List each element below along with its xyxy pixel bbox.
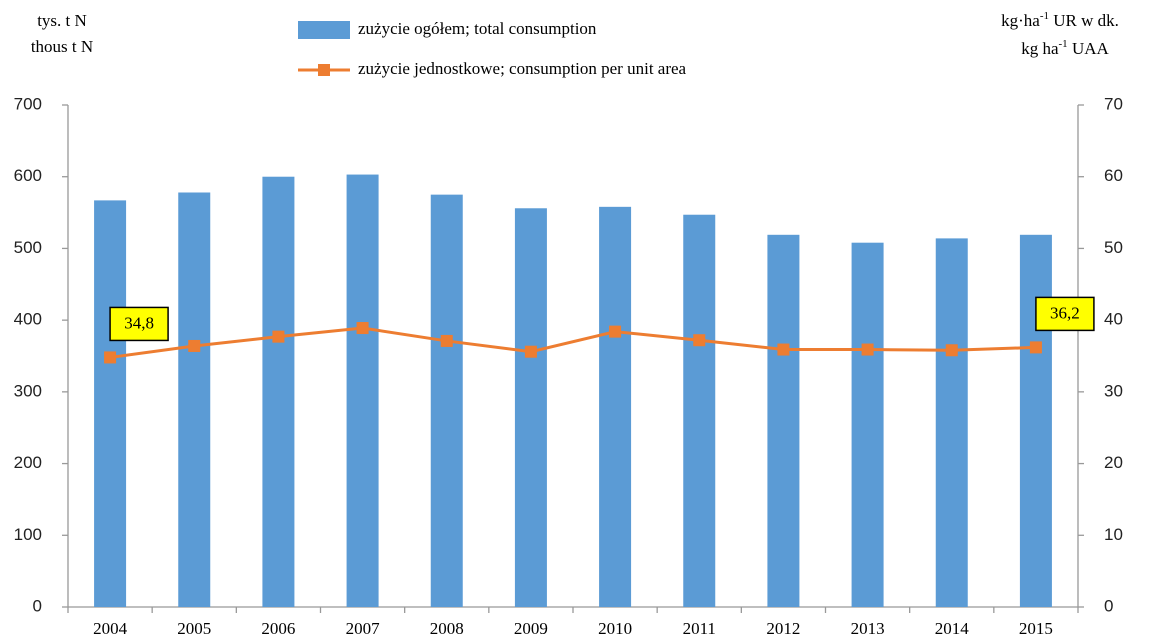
y2-tick-label: 60	[1104, 166, 1123, 185]
bar	[430, 194, 463, 607]
y2-tick-label: 30	[1104, 381, 1123, 400]
x-tick-label: 2014	[935, 619, 970, 638]
value-label: 34,8	[124, 313, 154, 332]
bar	[178, 192, 211, 607]
y2-axis-title-part: UAA	[1068, 39, 1110, 58]
marker	[777, 343, 790, 356]
y2-tick-label: 70	[1104, 94, 1123, 113]
y2-tick-label: 20	[1104, 453, 1123, 472]
x-tick-label: 2009	[514, 619, 548, 638]
marker	[609, 325, 622, 338]
bar	[851, 242, 884, 608]
y2-axis-title-sup: -1	[1059, 38, 1068, 50]
legend-label: zużycie jednostkowe; consumption per uni…	[358, 59, 687, 78]
x-tick-label: 2004	[93, 619, 128, 638]
y2-axis-title: kg·ha-1 UR w dk.	[1001, 10, 1119, 30]
bar	[935, 238, 968, 608]
marker	[272, 330, 285, 343]
y2-axis-title-part: kg·ha	[1001, 11, 1040, 30]
y-tick-label: 700	[14, 94, 42, 113]
x-tick-label: 2005	[177, 619, 211, 638]
x-tick-label: 2007	[346, 619, 381, 638]
x-tick-label: 2010	[598, 619, 632, 638]
bar	[94, 200, 127, 607]
value-label-box	[1035, 296, 1095, 332]
marker	[1029, 341, 1042, 354]
y2-axis-title-part: UR w dk.	[1049, 11, 1119, 30]
y2-tick-label: 50	[1104, 238, 1123, 257]
x-tick-label: 2012	[766, 619, 800, 638]
marker	[188, 339, 201, 352]
line	[109, 326, 1036, 359]
x-tick-label: 2011	[683, 619, 716, 638]
y-tick-label: 600	[14, 166, 42, 185]
marker	[524, 345, 537, 358]
y-axis-title: thous t N	[31, 37, 93, 56]
y2-tick-label: 10	[1104, 525, 1123, 544]
legend-swatch	[318, 64, 330, 76]
value-label: 36,2	[1050, 303, 1080, 322]
y2-axis-title: kg ha-1 UAA	[1021, 38, 1109, 58]
y-tick-label: 500	[14, 238, 42, 257]
bar	[767, 234, 800, 607]
marker	[693, 334, 706, 347]
legend-swatch	[298, 21, 350, 39]
bar	[1019, 234, 1052, 607]
marker	[104, 351, 117, 364]
y2-tick-label: 0	[1104, 596, 1113, 615]
y-tick-label: 300	[14, 381, 42, 400]
x-tick-label: 2015	[1019, 619, 1053, 638]
marker	[945, 344, 958, 357]
y-tick-label: 200	[14, 453, 42, 472]
bar	[599, 206, 632, 607]
bar	[346, 174, 379, 607]
y-axis-title: tys. t N	[37, 11, 87, 30]
y2-tick-label: 40	[1104, 310, 1123, 329]
bar	[683, 214, 716, 608]
marker	[356, 322, 369, 335]
bar	[514, 208, 547, 608]
marker	[440, 334, 453, 347]
marker	[861, 343, 874, 356]
y-tick-label: 100	[14, 525, 42, 544]
y2-axis-title-part: kg ha	[1021, 39, 1059, 58]
x-tick-label: 2006	[261, 619, 295, 638]
x-tick-label: 2013	[851, 619, 885, 638]
x-tick-label: 2008	[430, 619, 464, 638]
y2-axis-title-sup: -1	[1040, 10, 1049, 22]
y-tick-label: 0	[33, 596, 42, 615]
value-label-box	[109, 306, 169, 342]
legend-label: zużycie ogółem; total consumption	[358, 19, 597, 38]
y-tick-label: 400	[14, 310, 42, 329]
bar	[262, 176, 295, 607]
